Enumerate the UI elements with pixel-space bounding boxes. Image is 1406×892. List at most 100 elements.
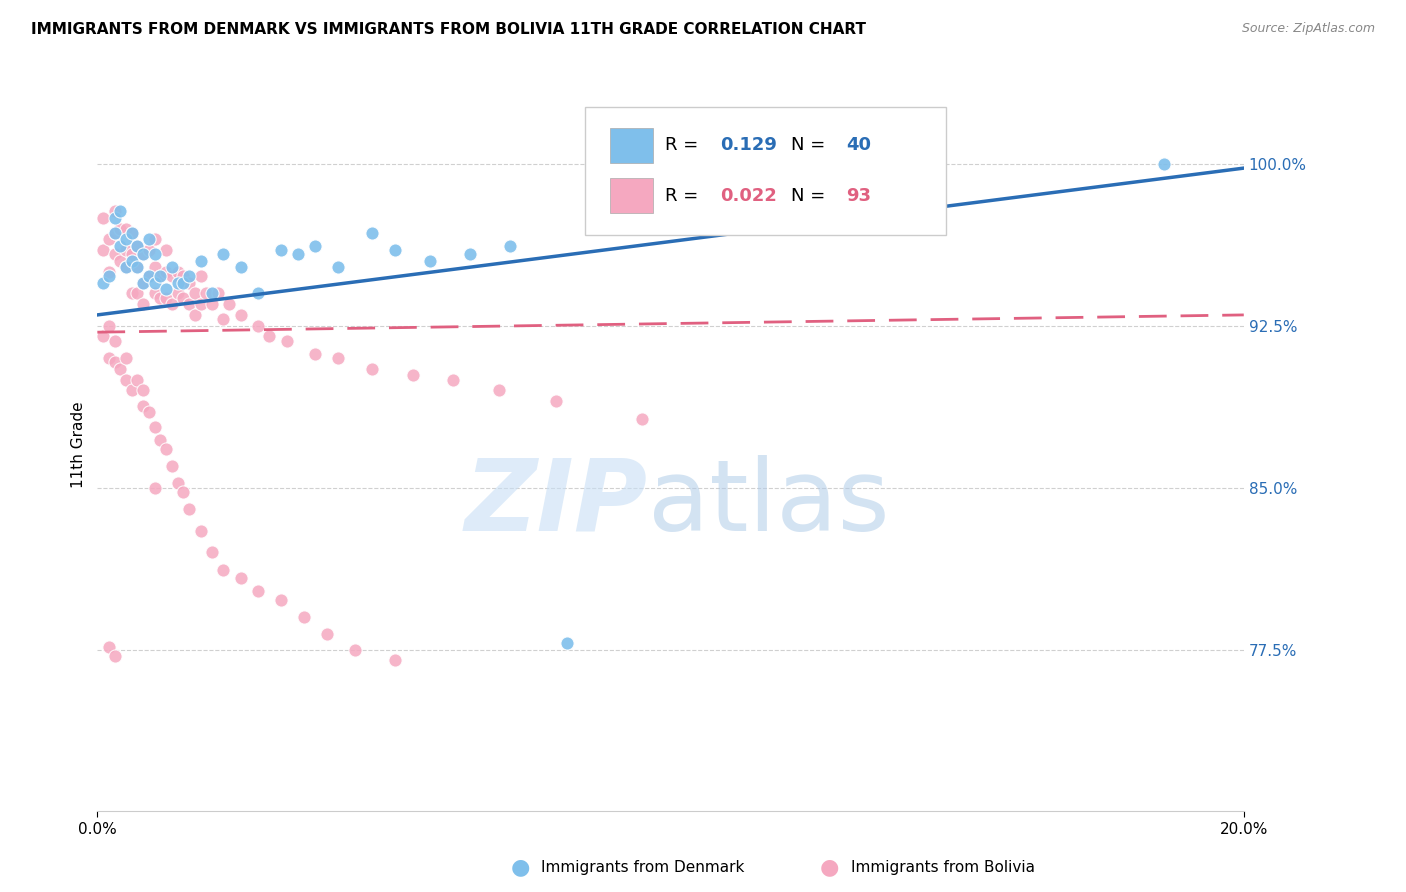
Point (246, 584, 269, 599)
Point (384, 653, 406, 667)
Point (315, 627, 337, 641)
Point (499, 239, 522, 253)
Point (212, 563, 235, 577)
Point (177, 502, 200, 516)
Point (270, 243, 292, 257)
Text: Source: ZipAtlas.com: Source: ZipAtlas.com (1241, 22, 1375, 36)
Point (115, 221, 138, 235)
Point (166, 265, 188, 279)
Point (326, 351, 349, 365)
Point (138, 405, 160, 419)
Point (229, 260, 252, 275)
Point (110, 221, 132, 235)
Point (441, 373, 464, 387)
Point (110, 254, 132, 268)
Point (91, 329, 114, 343)
Point (177, 276, 200, 290)
Point (384, 243, 406, 257)
Point (138, 268, 160, 283)
Point (361, 362, 384, 376)
Point (110, 239, 132, 253)
Point (155, 265, 177, 279)
Point (143, 247, 166, 261)
Point (246, 318, 269, 333)
Point (361, 226, 384, 240)
Point (201, 545, 224, 559)
Point (121, 247, 143, 261)
Point (631, 411, 654, 425)
Text: Immigrants from Denmark: Immigrants from Denmark (541, 860, 745, 874)
Point (190, 524, 212, 538)
Point (201, 286, 224, 301)
Point (246, 286, 269, 301)
Point (401, 368, 423, 383)
Point (172, 291, 194, 305)
Point (544, 394, 567, 409)
Point (201, 297, 224, 311)
Point (97, 232, 120, 246)
Point (91, 211, 114, 225)
Point (127, 239, 149, 253)
Text: 93: 93 (846, 186, 870, 204)
Point (149, 433, 172, 447)
Y-axis label: 11th Grade: 11th Grade (72, 401, 86, 488)
Point (121, 254, 143, 268)
Point (143, 276, 166, 290)
Point (229, 308, 252, 322)
FancyBboxPatch shape (610, 128, 654, 163)
Point (132, 384, 155, 398)
Point (138, 268, 160, 283)
Point (97, 318, 120, 333)
Point (177, 297, 200, 311)
Point (143, 286, 166, 301)
Point (127, 260, 149, 275)
Point (132, 399, 155, 413)
Point (132, 276, 155, 290)
FancyBboxPatch shape (610, 178, 654, 213)
Text: ZIP: ZIP (464, 455, 648, 551)
Point (127, 260, 149, 275)
Point (103, 204, 125, 219)
Point (121, 226, 143, 240)
Point (166, 286, 188, 301)
Point (103, 648, 125, 663)
Point (304, 239, 326, 253)
Point (149, 268, 172, 283)
Point (97, 268, 120, 283)
Point (458, 247, 481, 261)
Point (160, 268, 183, 283)
Point (110, 204, 132, 219)
Point (132, 297, 155, 311)
FancyBboxPatch shape (585, 107, 946, 235)
Point (143, 481, 166, 495)
Point (166, 476, 188, 491)
Point (127, 239, 149, 253)
Text: N =: N = (792, 136, 831, 154)
Point (166, 276, 188, 290)
Text: 0.129: 0.129 (720, 136, 776, 154)
Point (259, 329, 281, 343)
Point (160, 297, 183, 311)
Point (557, 636, 579, 650)
Point (103, 355, 125, 369)
Point (138, 243, 160, 257)
Point (127, 286, 149, 301)
Point (103, 211, 125, 225)
Point (110, 362, 132, 376)
Point (149, 291, 172, 305)
Point (97, 351, 120, 365)
Point (160, 458, 183, 473)
Point (270, 593, 292, 607)
Point (149, 268, 172, 283)
Point (121, 226, 143, 240)
Point (115, 351, 138, 365)
Point (184, 308, 207, 322)
Point (143, 232, 166, 246)
Point (115, 232, 138, 246)
Point (190, 268, 212, 283)
Point (212, 247, 235, 261)
Point (97, 640, 120, 655)
Point (155, 291, 177, 305)
Point (287, 247, 309, 261)
Point (97, 265, 120, 279)
